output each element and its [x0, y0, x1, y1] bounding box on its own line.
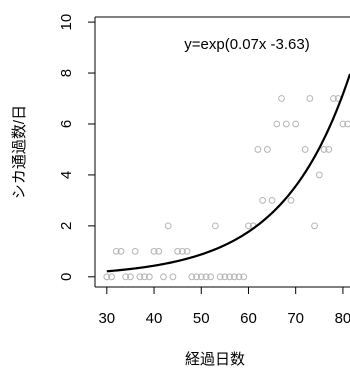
y-tick-label: 10	[58, 14, 75, 31]
x-axis: 30 40 50 60 70 80	[98, 287, 350, 327]
x-tick-label: 50	[193, 310, 210, 327]
y-tick-label: 2	[58, 222, 75, 230]
x-tick-label: 30	[98, 310, 115, 327]
equation-annotation: y=exp(0.07x -3.63)	[184, 36, 310, 53]
x-tick-label: 70	[287, 310, 304, 327]
data-point	[316, 172, 322, 178]
data-point	[260, 197, 266, 203]
data-point	[312, 223, 318, 229]
data-point	[288, 197, 294, 203]
data-point	[213, 223, 219, 229]
x-tick-label: 40	[146, 310, 163, 327]
y-tick-label: 0	[58, 273, 75, 281]
y-tick-label: 6	[58, 120, 75, 128]
y-tick-label: 8	[58, 69, 75, 77]
data-point	[170, 274, 176, 280]
data-point	[165, 223, 171, 229]
x-tick-label: 80	[335, 310, 350, 327]
y-tick-label: 4	[58, 171, 75, 179]
data-point	[255, 147, 261, 153]
data-point	[293, 121, 299, 127]
data-points	[104, 96, 350, 280]
data-point	[132, 248, 138, 254]
x-tick-label: 60	[240, 310, 257, 327]
data-point	[307, 96, 313, 102]
data-point	[269, 197, 275, 203]
data-point	[302, 147, 308, 153]
y-axis: 0 2 4 6 8 10	[58, 14, 95, 281]
data-point	[283, 121, 289, 127]
data-point	[161, 274, 167, 280]
fit-curve	[107, 74, 350, 271]
y-axis-label: シカ通過数/日	[11, 105, 28, 199]
data-point	[279, 96, 285, 102]
data-point	[264, 147, 270, 153]
data-point	[274, 121, 280, 127]
x-axis-label: 経過日数	[185, 351, 245, 368]
